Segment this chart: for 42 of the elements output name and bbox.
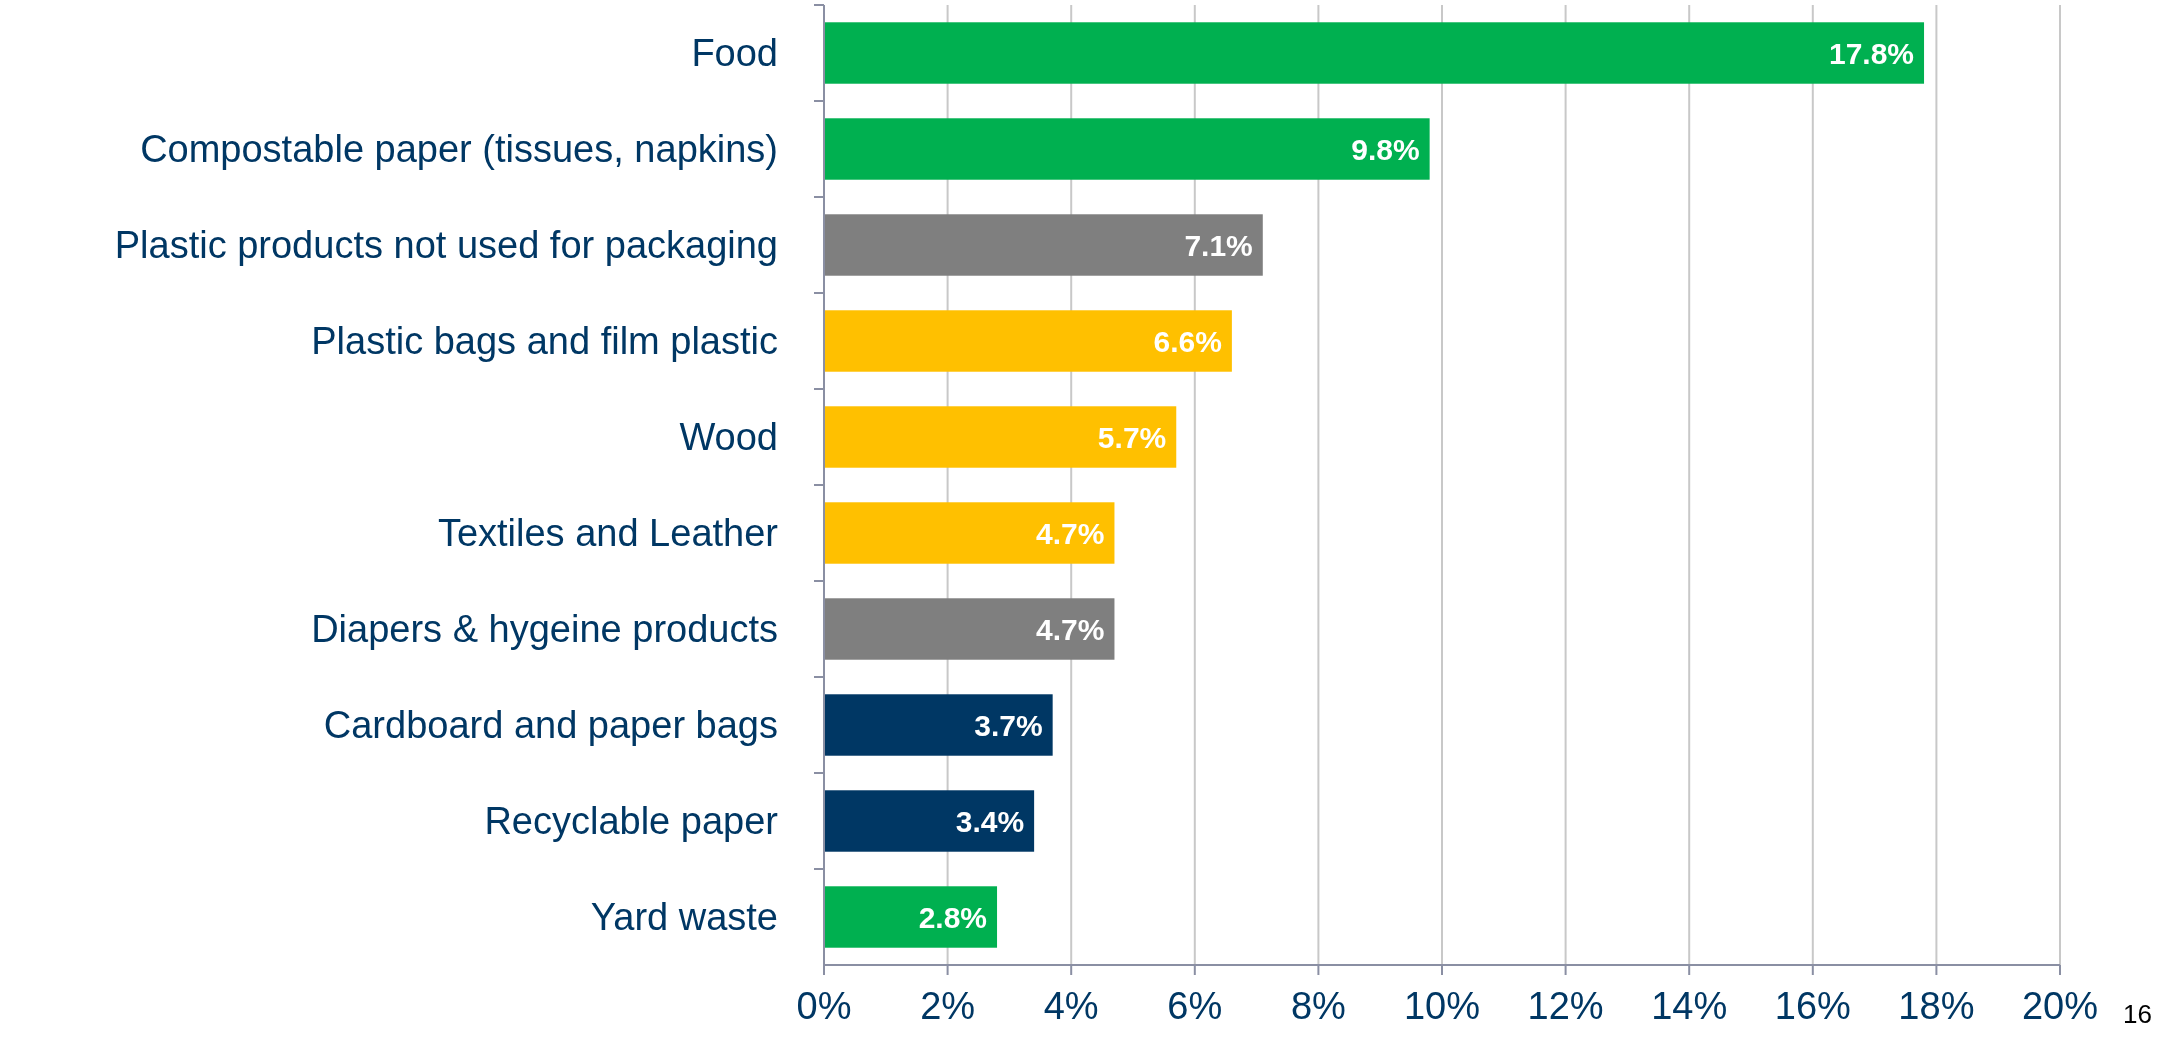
data-label: 4.7% [1036, 516, 1105, 550]
x-tick-label: 20% [2021, 985, 2099, 1027]
y-tick-label: Recyclable paper [484, 800, 779, 843]
data-label: 3.4% [955, 804, 1025, 838]
data-label: 5.7% [1097, 420, 1167, 454]
data-label: 4.7% [1036, 612, 1105, 646]
y-tick-label: Plastic products not used for packaging [114, 224, 778, 267]
bar [824, 886, 998, 948]
data-label: 6.6% [1153, 324, 1222, 358]
bar [824, 694, 1053, 756]
y-tick-label: Compostable paper (tissues, napkins) [140, 128, 778, 171]
data-label: 7.1% [1184, 228, 1253, 262]
bar [824, 502, 1115, 564]
y-tick-label: Yard waste [590, 896, 778, 939]
x-tick-label: 10% [1403, 985, 1481, 1027]
x-tick-label: 8% [1290, 985, 1346, 1027]
data-label: 3.7% [974, 708, 1043, 742]
y-tick-label: Textiles and Leather [437, 512, 779, 555]
y-tick-label: Wood [679, 416, 778, 459]
x-tick-label: 0% [796, 985, 852, 1027]
bar [824, 598, 1115, 660]
y-tick-label: Plastic bags and film plastic [311, 320, 778, 363]
bar [824, 406, 1177, 468]
x-tick-label: 6% [1167, 985, 1223, 1027]
y-tick-label: Cardboard and paper bags [323, 704, 778, 747]
bar [824, 310, 1232, 372]
bar [824, 118, 1430, 180]
x-tick-label: 12% [1527, 985, 1604, 1027]
data-label: 2.8% [918, 900, 988, 934]
x-tick-label: 4% [1043, 985, 1099, 1027]
y-tick-label: Food [691, 32, 778, 75]
x-tick-label: 2% [920, 985, 976, 1027]
x-tick-label: 18% [1898, 985, 1975, 1027]
data-label: 17.8% [1828, 36, 1915, 70]
bar [824, 790, 1035, 852]
text: 16 [2123, 999, 2152, 1029]
x-tick-label: 14% [1651, 985, 1728, 1027]
x-tick-label: 16% [1774, 985, 1851, 1027]
data-label: 9.8% [1351, 132, 1420, 166]
y-tick-label: Diapers & hygeine products [311, 608, 778, 651]
bar [824, 22, 1925, 84]
bar [824, 214, 1263, 276]
